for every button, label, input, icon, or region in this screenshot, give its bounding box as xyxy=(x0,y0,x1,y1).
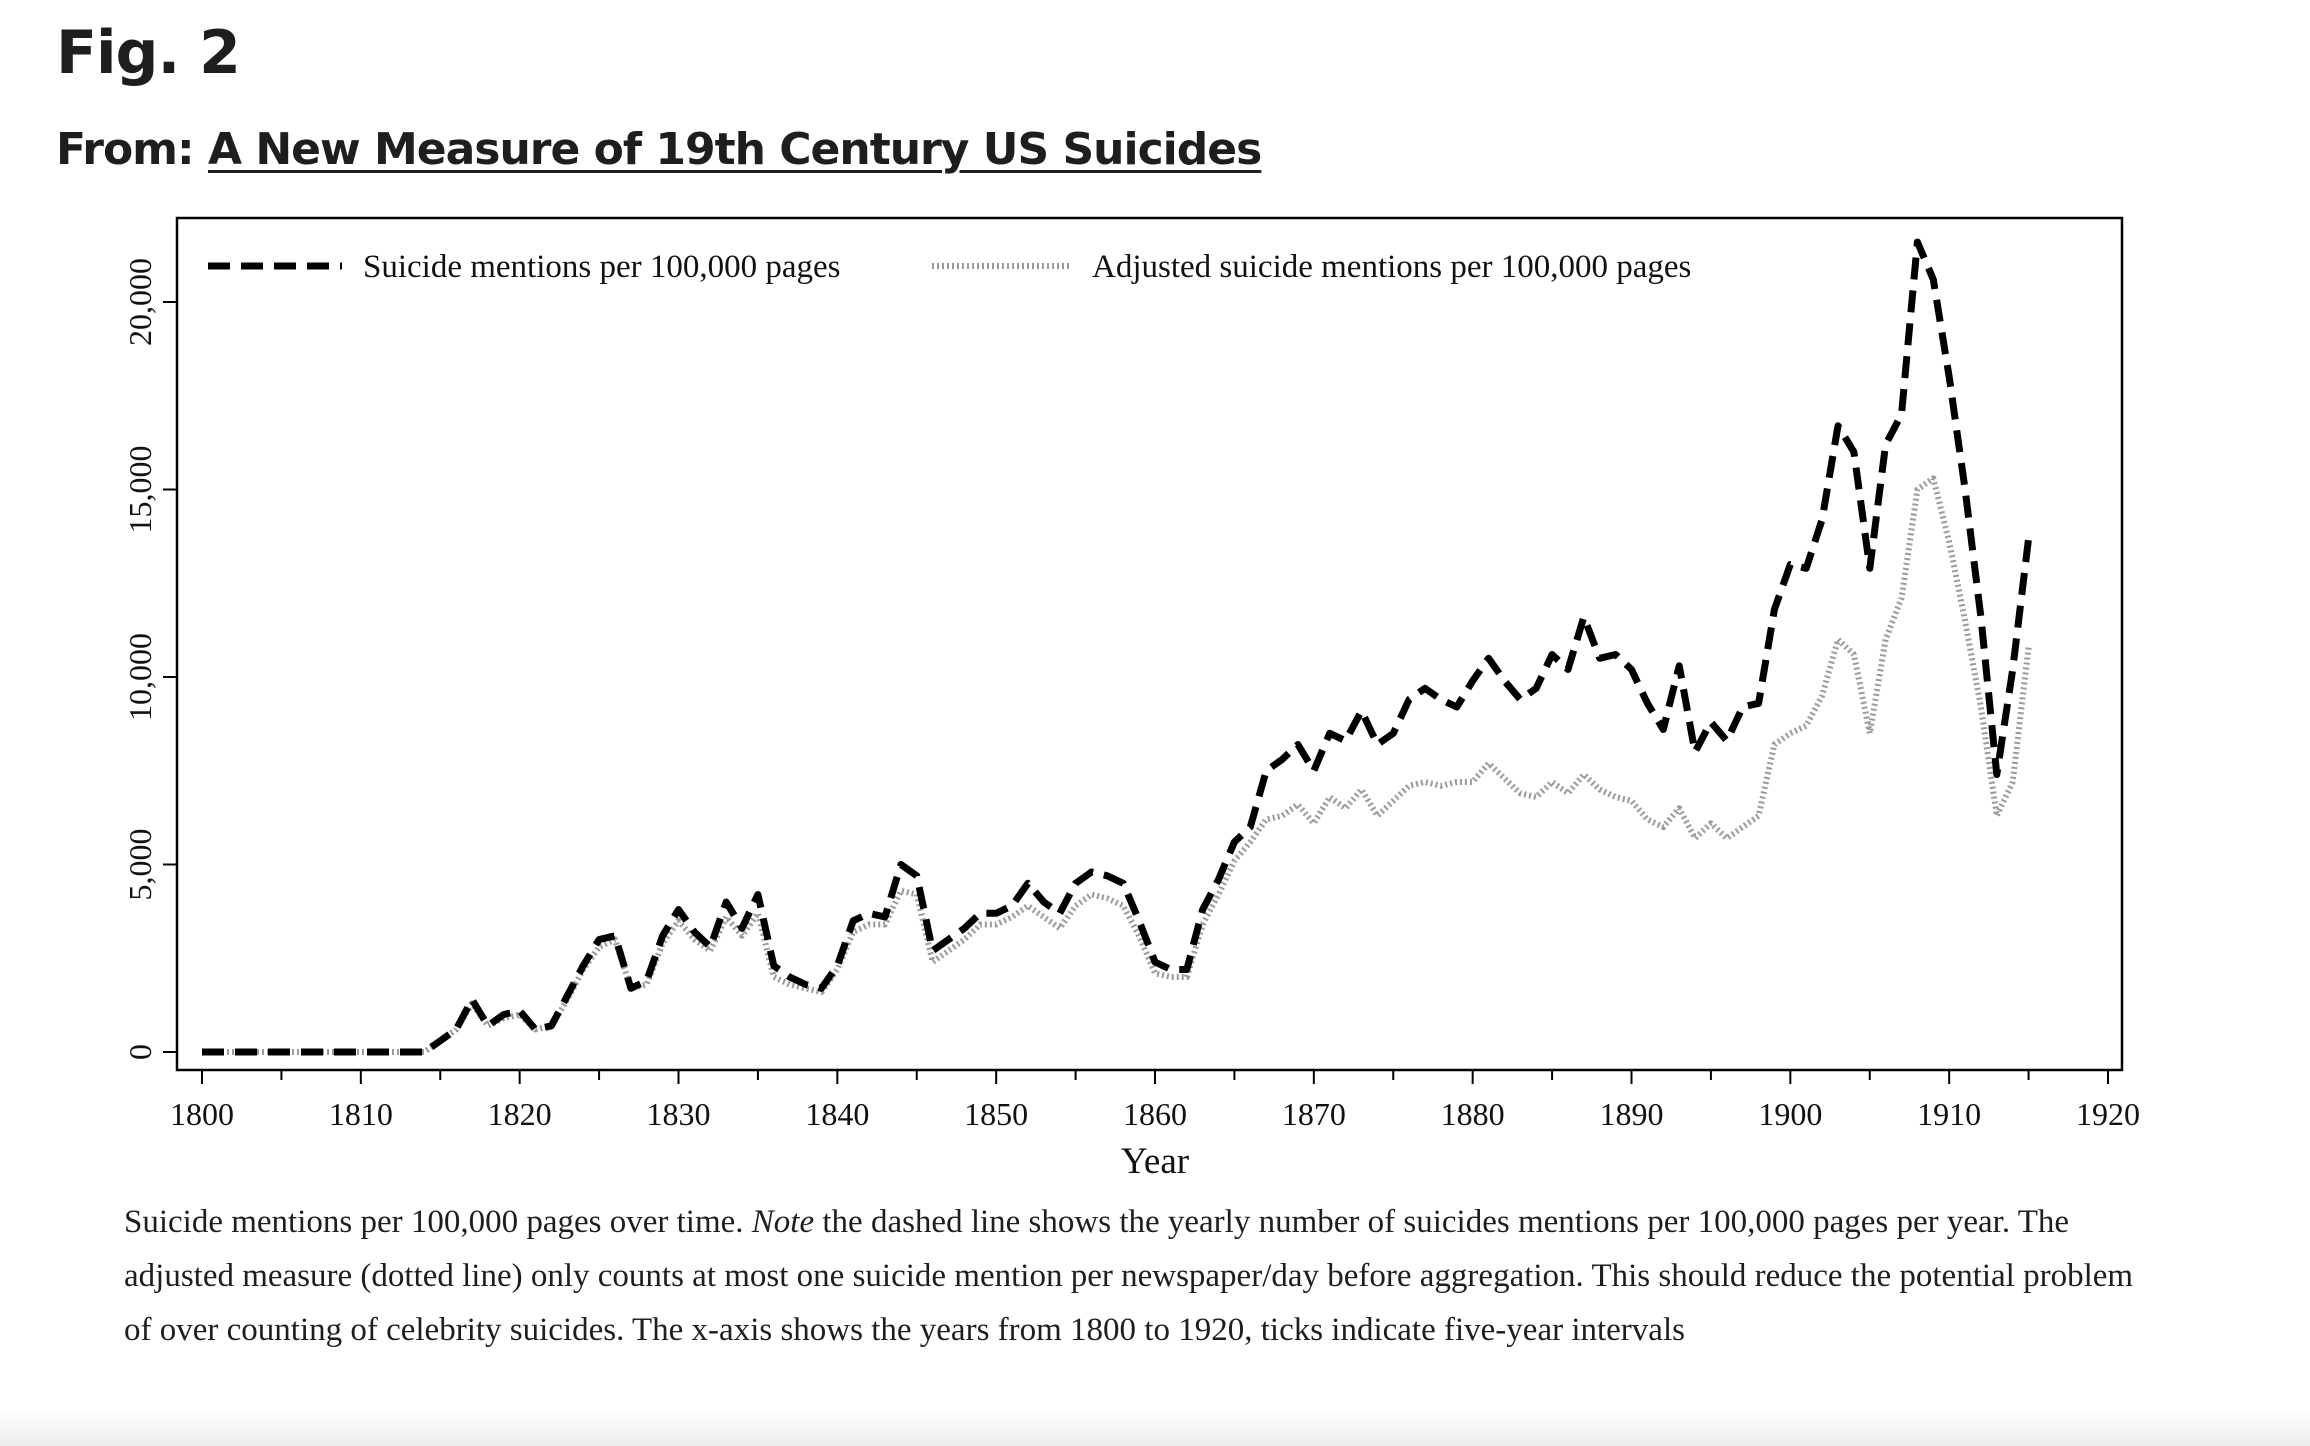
x-tick-label: 1890 xyxy=(1600,1096,1664,1132)
y-tick-label: 10,000 xyxy=(122,633,158,721)
legend-label-dashed: Suicide mentions per 100,000 pages xyxy=(363,249,841,285)
x-tick-label: 1900 xyxy=(1758,1096,1822,1132)
x-tick-label: 1830 xyxy=(647,1096,711,1132)
x-tick-label: 1800 xyxy=(170,1096,234,1132)
x-tick-label: 1920 xyxy=(2076,1096,2140,1132)
source-article-link[interactable]: A New Measure of 19th Century US Suicide… xyxy=(207,124,1262,175)
x-tick-label: 1810 xyxy=(329,1096,393,1132)
x-axis-label: Year xyxy=(1121,1141,1189,1182)
caption-note-word: Note xyxy=(751,1204,815,1240)
y-tick-label: 5,000 xyxy=(122,829,158,901)
caption-part2: the dashed line shows the yearly number … xyxy=(124,1204,2134,1348)
x-tick-label: 1840 xyxy=(805,1096,869,1132)
caption-part1: Suicide mentions per 100,000 pages over … xyxy=(124,1204,744,1240)
figure-source: From: A New Measure of 19th Century US S… xyxy=(56,124,1262,175)
y-tick-label: 20,000 xyxy=(122,258,158,346)
series-line-suicide-mentions xyxy=(202,238,2033,1056)
from-prefix: From: xyxy=(56,124,195,175)
page-fold-shadow xyxy=(0,1410,2310,1446)
x-tick-label: 1880 xyxy=(1441,1096,1505,1132)
line-chart: 1800 1810 1820 1830 1840 1850 1860 1870 1880 1890… xyxy=(122,216,2140,1182)
figure-label: Fig. 2 xyxy=(56,18,241,88)
x-tick-label: 1870 xyxy=(1282,1096,1346,1132)
x-tick-label: 1860 xyxy=(1123,1096,1187,1132)
y-tick-label: 0 xyxy=(122,1044,158,1060)
x-tick-label: 1820 xyxy=(488,1096,552,1132)
x-tick-label: 1910 xyxy=(1917,1096,1981,1132)
plot-frame xyxy=(175,216,2124,1072)
x-tick-label: 1850 xyxy=(964,1096,1028,1132)
figure-caption: Suicide mentions per 100,000 pages over … xyxy=(124,1195,2154,1357)
legend-label-dotted: Adjusted suicide mentions per 100,000 pa… xyxy=(1092,249,1691,285)
y-tick-label: 15,000 xyxy=(122,446,158,534)
